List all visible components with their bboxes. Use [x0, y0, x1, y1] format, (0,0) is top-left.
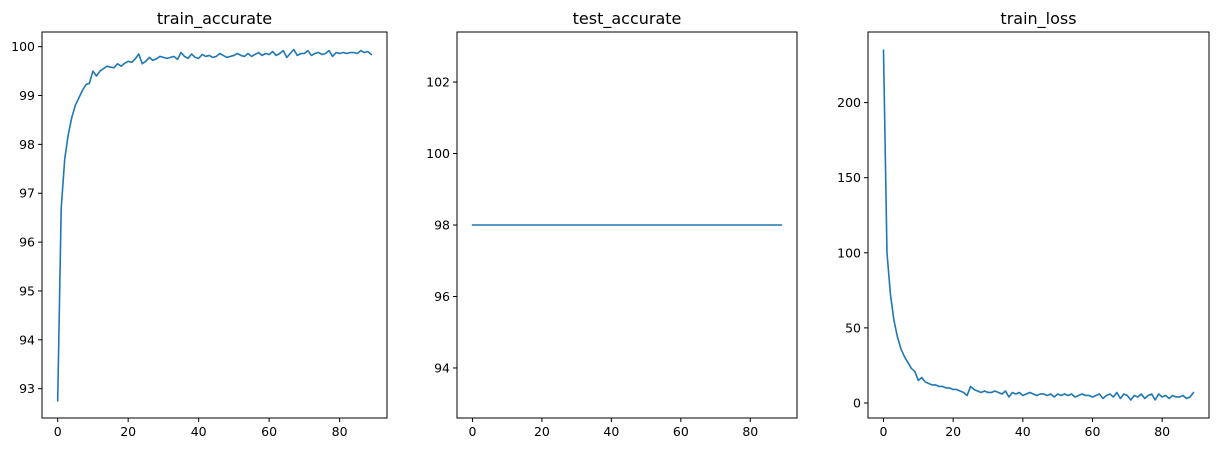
axes-frame	[867, 31, 1210, 419]
subplot-train_loss: train_loss 0 20 40 60 80 0 50 100 150 200	[837, 9, 1210, 439]
y-tick-label: 96	[19, 235, 35, 250]
y-tick-label: 98	[434, 218, 450, 233]
y-tick-label: 50	[845, 320, 861, 335]
y-tick-label: 97	[19, 186, 35, 201]
y-tick-label: 100	[837, 245, 861, 260]
y-tick-label: 200	[837, 95, 861, 110]
series-line	[56, 48, 373, 402]
x-tick-label: 80	[742, 424, 758, 439]
x-tick-label: 0	[54, 424, 62, 439]
y-tick-label: 94	[19, 332, 35, 347]
chart-title: train_accurate	[157, 9, 272, 29]
x-tick-label: 40	[1015, 424, 1031, 439]
x-tick-label: 0	[468, 424, 476, 439]
y-tick-label: 100	[11, 39, 35, 54]
chart-title: train_loss	[1000, 9, 1076, 29]
x-tick-label: 0	[880, 424, 888, 439]
x-tick-label: 20	[534, 424, 550, 439]
x-tick-label: 60	[261, 424, 277, 439]
x-tick-label: 40	[603, 424, 619, 439]
y-tick-label: 100	[426, 146, 450, 161]
x-tick-label: 80	[1154, 424, 1170, 439]
y-tick-label: 150	[837, 170, 861, 185]
y-tick-label: 94	[434, 360, 450, 375]
y-tick-label: 99	[19, 88, 35, 103]
x-tick-label: 60	[1085, 424, 1101, 439]
y-tick-label: 93	[19, 381, 35, 396]
y-tick-label: 0	[853, 395, 861, 410]
x-tick-label: 80	[332, 424, 348, 439]
y-tick-label: 96	[434, 289, 450, 304]
series-line	[882, 49, 1195, 401]
x-tick-label: 20	[945, 424, 961, 439]
axes-frame	[41, 31, 388, 419]
x-tick-label: 40	[191, 424, 207, 439]
y-tick-label: 98	[19, 137, 35, 152]
subplot-train_accurate: train_accurate 0 20 40 60 80 93 94 95 96 97 98 99 100	[11, 9, 388, 439]
x-tick-label: 60	[673, 424, 689, 439]
y-tick-label: 95	[19, 283, 35, 298]
subplot-test_accurate: test_accurate 0 20 40 60 80 94 96 98 100 102	[426, 9, 798, 439]
x-tick-label: 20	[120, 424, 136, 439]
chart-title: test_accurate	[573, 9, 682, 29]
y-tick-label: 102	[426, 75, 450, 90]
